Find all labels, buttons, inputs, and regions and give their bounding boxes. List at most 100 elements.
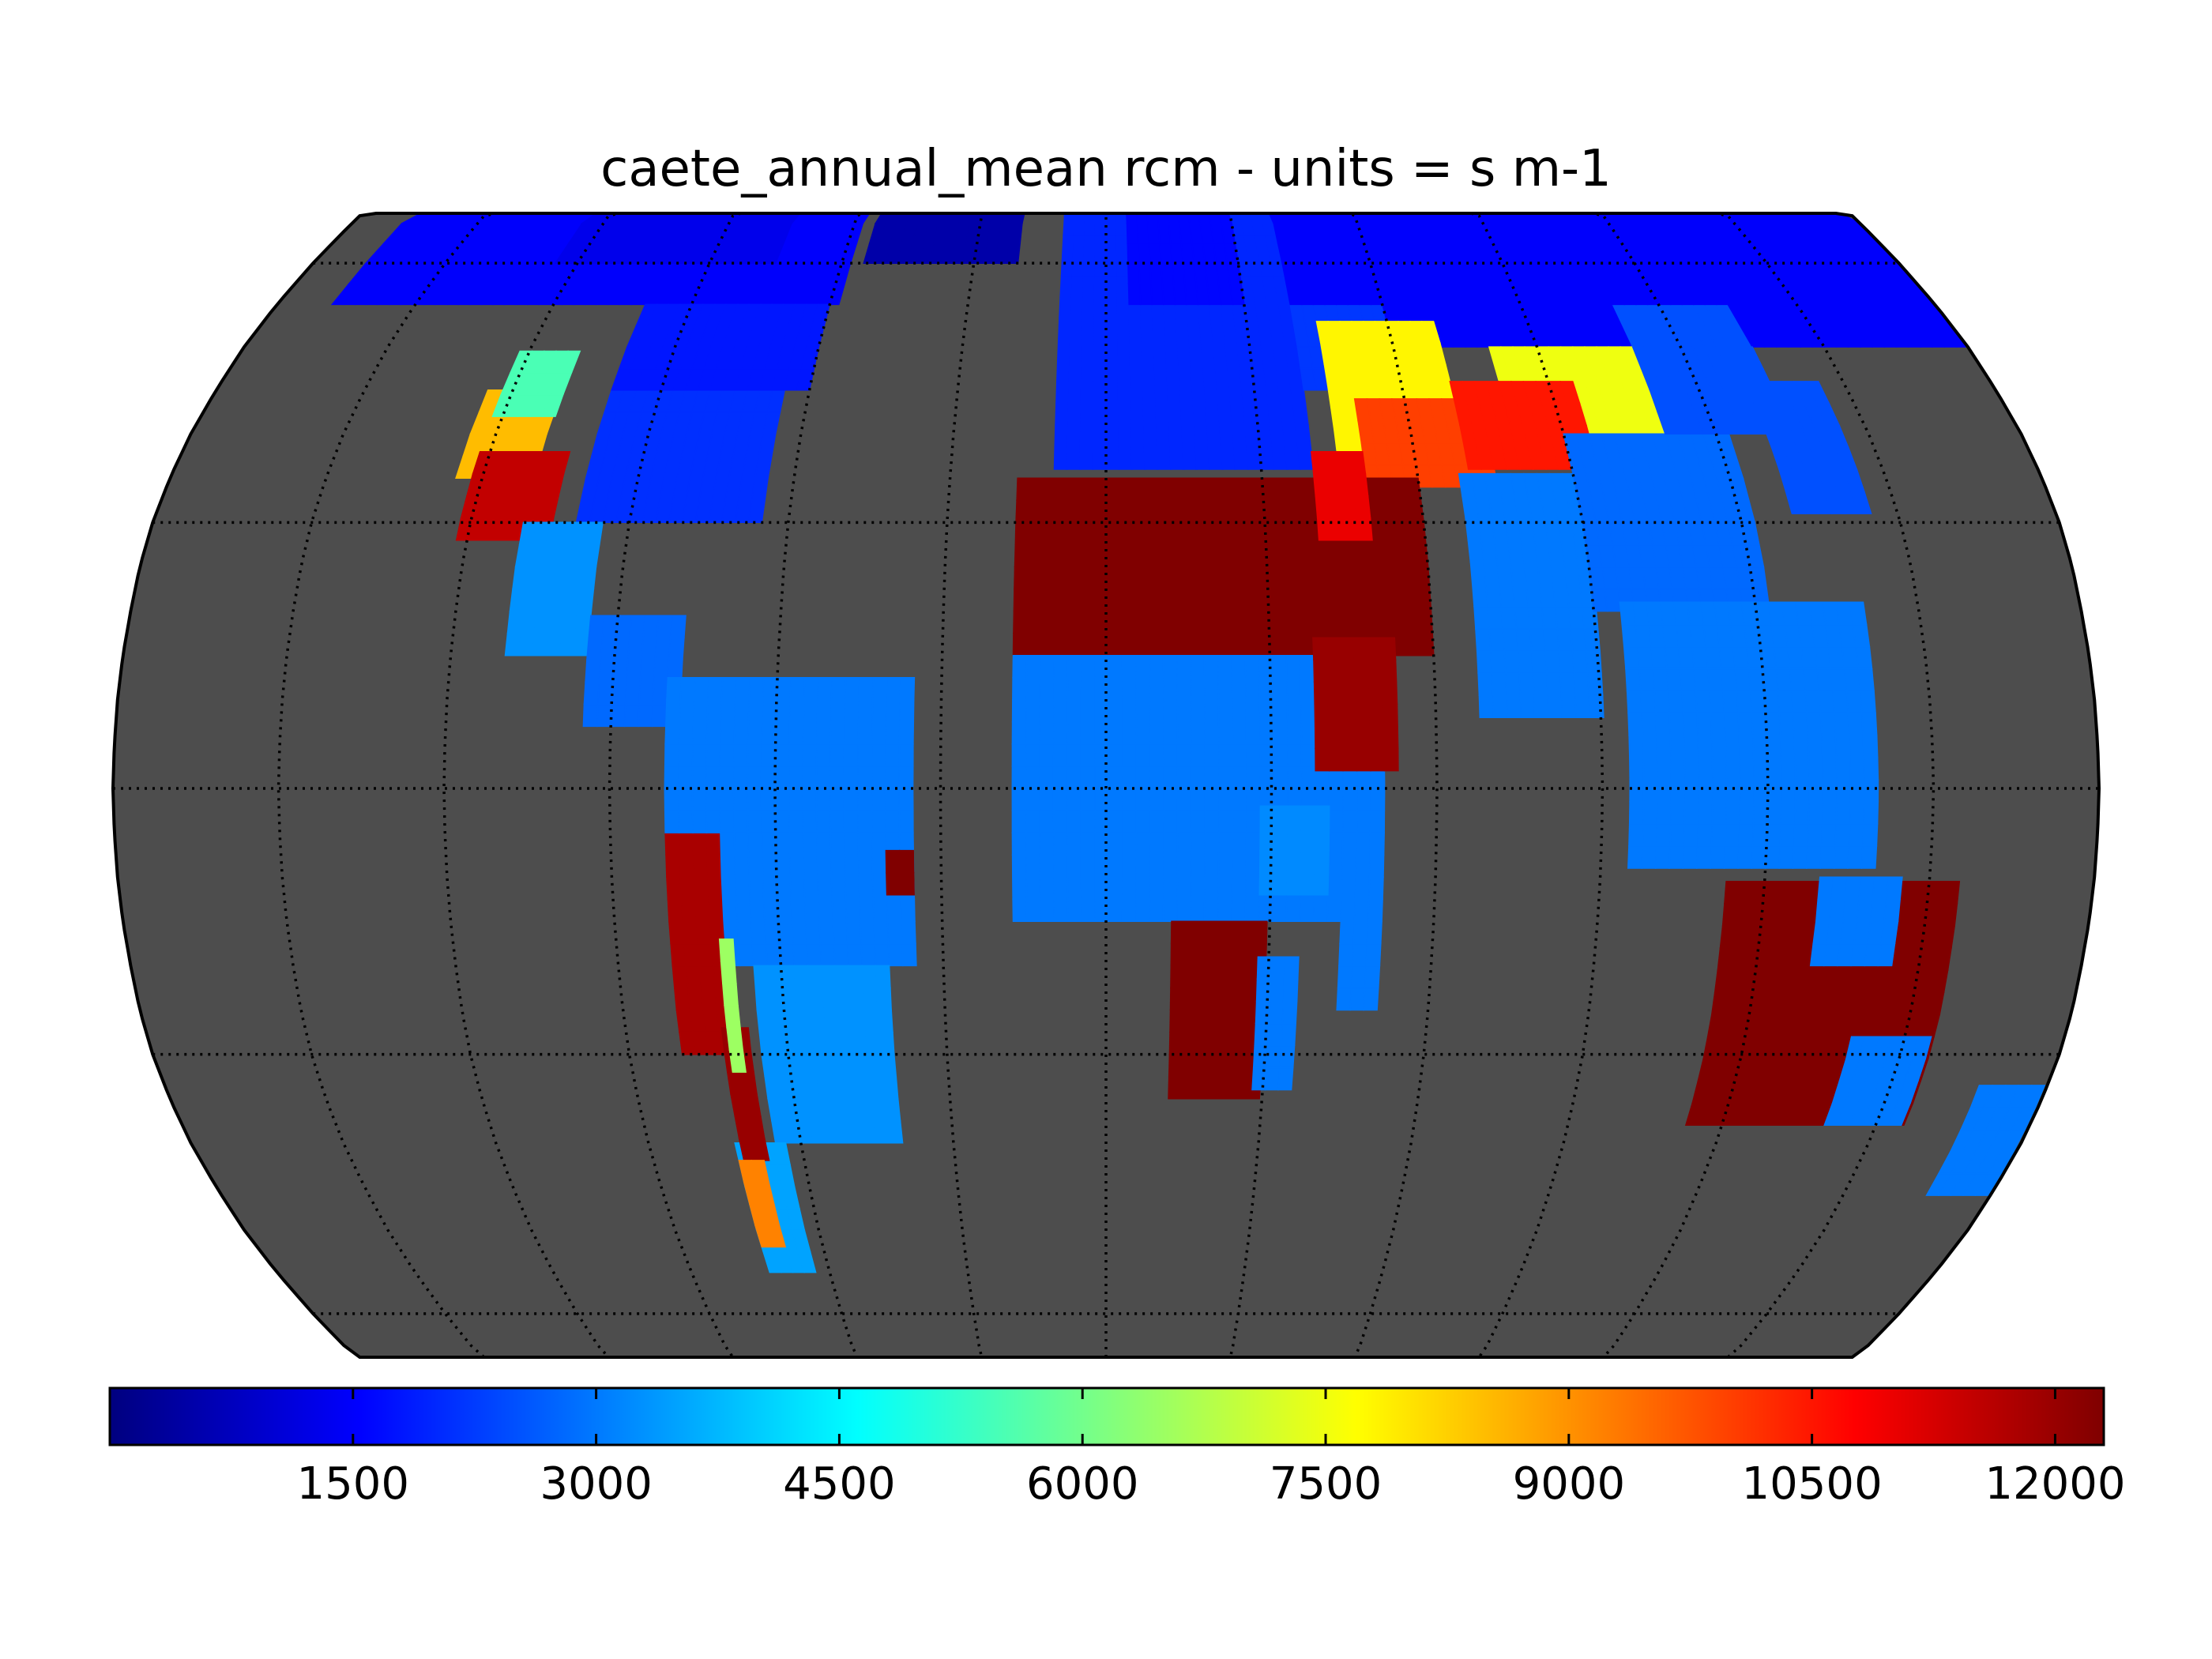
land-cell — [789, 676, 806, 701]
land-cell — [1122, 721, 1138, 745]
land-cell — [1093, 316, 1107, 340]
land-cell — [1255, 1000, 1271, 1025]
land-cell — [1356, 747, 1371, 772]
land-cell — [1312, 898, 1329, 923]
land-cell — [844, 832, 860, 856]
land-cell — [1121, 544, 1137, 568]
land-cell — [1369, 725, 1385, 750]
land-cell — [1356, 810, 1371, 833]
land-cell — [1279, 1044, 1296, 1069]
land-cell — [1093, 381, 1107, 404]
land-cell — [857, 766, 873, 789]
land-cell — [1492, 694, 1508, 718]
land-cell — [1217, 832, 1234, 856]
land-cell — [1162, 610, 1178, 634]
land-cell — [1821, 734, 1838, 758]
land-cell — [845, 898, 861, 923]
land-cell — [1573, 672, 1590, 696]
land-cell — [1154, 381, 1169, 404]
land-cell — [679, 699, 695, 723]
land-cell — [1752, 756, 1769, 781]
land-cell — [1709, 690, 1725, 714]
land-cell — [1356, 725, 1371, 750]
land-cell — [1134, 544, 1150, 568]
land-cell — [863, 987, 878, 1011]
land-cell — [1059, 295, 1073, 318]
land-cell — [1749, 903, 1766, 927]
land-cell — [1403, 610, 1420, 634]
land-cell — [1808, 801, 1824, 825]
land-cell — [1285, 632, 1301, 656]
land-cell — [1668, 845, 1685, 869]
land-cell — [1198, 920, 1213, 945]
land-cell — [1778, 712, 1795, 736]
land-cell — [1093, 295, 1107, 318]
land-cell — [1039, 699, 1055, 723]
land-cell — [1161, 544, 1177, 568]
land-cell — [1752, 734, 1768, 758]
land-cell — [1370, 747, 1386, 772]
land-cell — [1006, 243, 1021, 264]
land-cell — [848, 965, 864, 989]
land-cell — [1491, 672, 1507, 696]
land-cell — [803, 898, 820, 923]
land-cell — [1161, 283, 1176, 306]
land-cell — [1682, 845, 1698, 869]
land-cell — [1778, 881, 1796, 905]
land-cell — [1105, 235, 1118, 256]
land-cell — [1655, 823, 1672, 847]
land-cell — [1269, 566, 1285, 590]
land-cell — [802, 832, 818, 856]
land-cell — [819, 942, 836, 967]
land-cell — [705, 810, 721, 833]
land-cell — [1779, 823, 1796, 847]
land-cell — [1629, 779, 1645, 803]
land-cell — [1365, 942, 1382, 967]
land-cell — [1339, 920, 1356, 945]
land-cell — [1108, 898, 1123, 923]
land-cell — [1698, 756, 1714, 781]
land-cell — [1194, 1053, 1210, 1078]
land-cell — [1793, 734, 1810, 758]
land-cell — [1819, 712, 1837, 736]
land-cell — [821, 965, 837, 989]
land-cell — [1354, 681, 1371, 705]
land-cell — [672, 965, 689, 989]
land-cell — [811, 1031, 829, 1055]
land-cell — [1369, 703, 1385, 728]
land-cell — [1121, 521, 1136, 546]
land-cell — [1224, 920, 1241, 945]
land-cell — [803, 676, 819, 701]
land-cell — [641, 637, 658, 661]
land-cell — [1080, 402, 1094, 426]
land-cell — [1105, 381, 1119, 404]
land-cell — [850, 1009, 867, 1033]
land-cell — [1228, 544, 1244, 568]
land-cell — [1400, 566, 1417, 590]
land-cell — [830, 766, 845, 789]
land-cell — [1147, 521, 1163, 546]
land-cell — [1026, 588, 1042, 612]
land-cell — [1082, 275, 1096, 297]
land-cell — [1335, 610, 1352, 634]
land-cell — [1070, 275, 1085, 297]
land-cell — [1808, 779, 1824, 803]
land-cell — [799, 1031, 816, 1055]
land-cell — [1338, 942, 1355, 967]
land-cell — [1079, 424, 1094, 448]
land-cell — [1227, 521, 1243, 546]
land-cell — [807, 965, 824, 989]
land-cell — [1340, 898, 1356, 923]
land-cell — [1794, 801, 1810, 825]
land-cell — [1170, 942, 1186, 967]
land-cell — [1656, 756, 1672, 781]
land-cell — [1067, 544, 1083, 568]
land-cell — [1040, 654, 1055, 679]
land-cell — [1682, 712, 1698, 736]
land-cell — [1693, 668, 1710, 692]
land-cell — [816, 721, 832, 745]
land-cell — [1642, 756, 1658, 781]
land-cell — [1011, 743, 1027, 767]
land-cell — [1186, 477, 1202, 502]
land-cell — [1176, 898, 1192, 923]
